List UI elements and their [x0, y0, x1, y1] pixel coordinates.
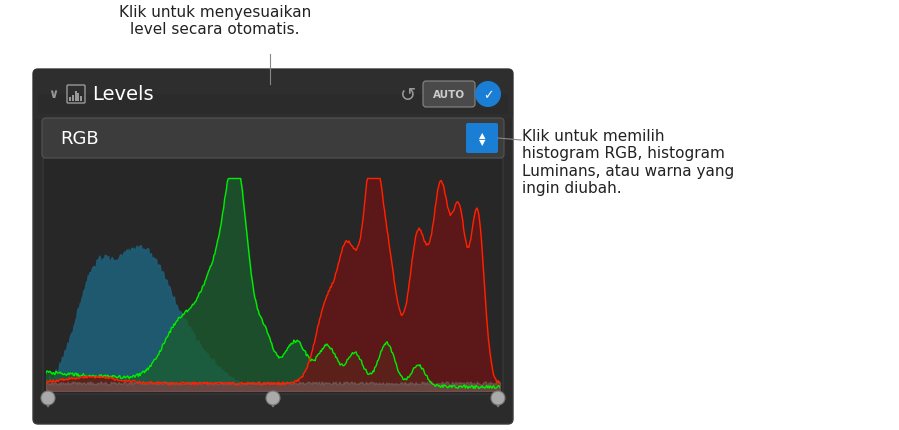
FancyBboxPatch shape — [42, 119, 504, 159]
Bar — [69, 98, 71, 102]
Text: ▲: ▲ — [479, 131, 485, 140]
Text: ↺: ↺ — [400, 85, 416, 104]
Bar — [80, 97, 82, 102]
Text: RGB: RGB — [60, 130, 99, 147]
Text: AUTO: AUTO — [433, 90, 465, 100]
Circle shape — [475, 82, 501, 108]
Bar — [77, 94, 79, 102]
Polygon shape — [43, 398, 53, 407]
FancyBboxPatch shape — [33, 70, 513, 120]
Circle shape — [491, 391, 505, 405]
Bar — [38, 95, 508, 115]
Text: ▼: ▼ — [479, 138, 485, 147]
FancyBboxPatch shape — [43, 158, 503, 394]
Circle shape — [266, 391, 280, 405]
FancyBboxPatch shape — [466, 124, 498, 154]
Text: Klik untuk memilih
histogram RGB, histogram
Luminans, atau warna yang
ingin diub: Klik untuk memilih histogram RGB, histog… — [522, 129, 734, 196]
Bar — [72, 95, 74, 102]
FancyBboxPatch shape — [33, 70, 513, 424]
Text: Klik untuk menyesuaikan
level secara otomatis.: Klik untuk menyesuaikan level secara oto… — [119, 5, 311, 37]
Text: Levels: Levels — [92, 85, 154, 104]
Bar — [75, 92, 76, 102]
FancyBboxPatch shape — [423, 82, 475, 108]
Text: ∨: ∨ — [48, 88, 58, 101]
Circle shape — [41, 391, 55, 405]
Polygon shape — [268, 398, 278, 407]
Polygon shape — [493, 398, 503, 407]
Text: ✓: ✓ — [483, 89, 494, 102]
